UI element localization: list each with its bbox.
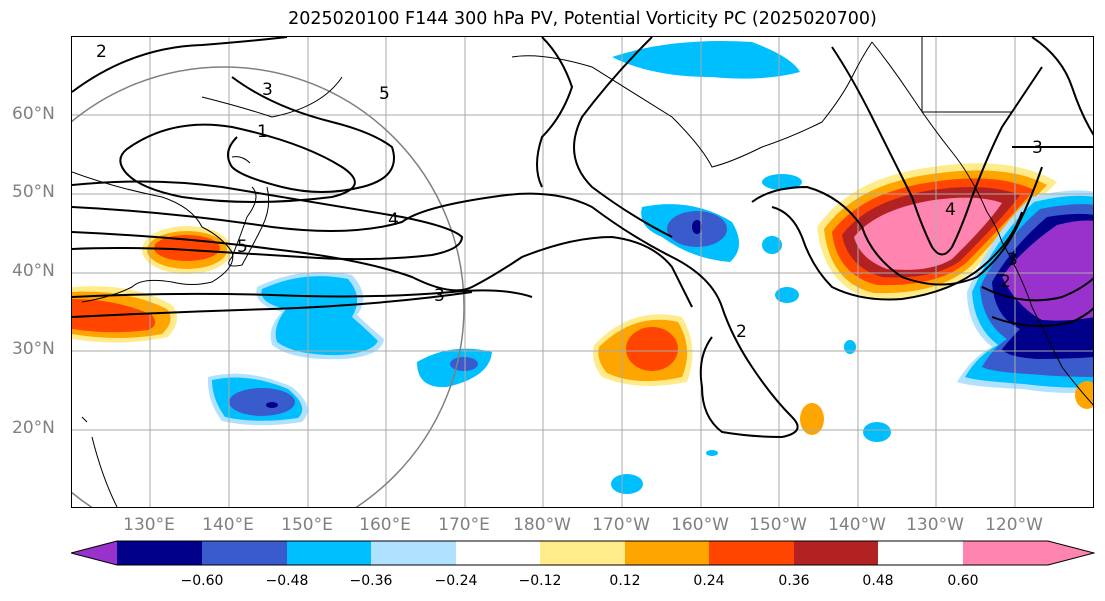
contour-label: 3 [1032,138,1043,158]
pv-negative-alaska [612,41,800,79]
lon-label: 130°W [906,515,964,535]
lon-label: 150°W [749,515,807,535]
contour-label: 4 [945,200,956,220]
lat-label: 20°N [12,418,55,438]
contour-label: 4 [388,210,399,230]
colorbar-tick: −0.36 [349,573,393,589]
coastlines [72,37,1093,507]
colorbar-tick: 0.36 [778,573,810,589]
contour-label: 5 [379,84,390,104]
lon-label: 170°W [592,515,650,535]
contour-labels: 2 3 5 1 4 5 3 2 4 3 2 3 [96,42,1043,342]
lon-label: 140°E [202,515,254,535]
colorbar-segment [709,541,794,565]
lon-label: 180°W [513,515,571,535]
lat-label: 60°N [12,104,55,124]
colorbar-tick: −0.12 [518,573,562,589]
colorbar-extend-low [71,541,117,565]
lon-label: 170°E [438,515,490,535]
colorbar-tick: −0.48 [265,573,309,589]
colorbar-segment [117,541,202,565]
map-canvas: 2 3 5 1 4 5 3 2 4 3 2 3 [72,37,1093,507]
colorbar-segment [625,541,709,565]
colorbar-segment [287,541,371,565]
pv-contours [72,37,1093,439]
colorbar-tick: 0.48 [862,573,894,589]
colorbar [71,540,1095,566]
colorbar-segment [794,541,878,565]
colorbar-segments [71,541,1094,565]
pv-negative-small-1 [611,474,643,494]
lon-label: 150°E [281,515,333,535]
lat-label: 50°N [12,182,55,202]
lon-label: 160°E [359,515,411,535]
map-title: 2025020100 F144 300 hPa PV, Potential Vo… [288,9,877,29]
contour-label: 2 [1000,272,1011,292]
lon-label: 130°E [123,515,175,535]
range-circle [72,66,465,507]
contour-label: 2 [736,322,747,342]
contour-label: 5 [237,237,248,257]
colorbar-tick: 0.12 [609,573,641,589]
contour-label: 3 [434,286,445,306]
colorbar-segment [963,541,1048,565]
colorbar-tick: −0.60 [180,573,224,589]
lat-label: 30°N [12,339,55,359]
lat-label: 40°N [12,261,55,281]
colorbar-segment [456,541,540,565]
contour-label: 3 [1007,250,1018,270]
contour-label: 2 [96,42,107,62]
colorbar-tick: 0.60 [947,573,979,589]
lon-label: 160°W [671,515,729,535]
colorbar-segment [540,541,625,565]
colorbar-segment [202,541,287,565]
colorbar-segment [371,541,456,565]
colorbar-tick: −0.24 [434,573,478,589]
lon-label: 140°W [828,515,886,535]
pv-anomaly-shading [72,41,1093,494]
colorbar-tick: 0.24 [693,573,725,589]
colorbar-extend-high [1048,541,1094,565]
contour-label: 3 [262,80,273,100]
map-panel[interactable]: 2 3 5 1 4 5 3 2 4 3 2 3 [71,36,1094,508]
lon-label: 120°W [985,515,1043,535]
contour-label: 1 [257,122,268,142]
colorbar-outline [71,540,1095,566]
